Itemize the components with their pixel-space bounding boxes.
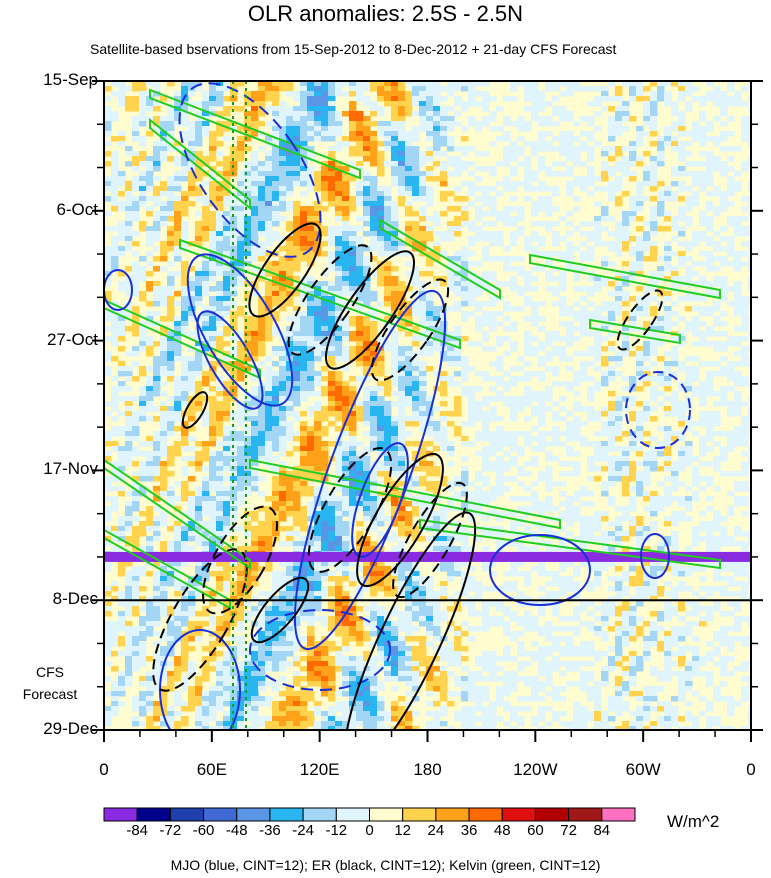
colorbar-swatch [236,807,271,822]
mjo-contour [178,82,322,258]
colorbar-swatch [435,807,470,822]
x-tick-label: 180 [413,760,442,779]
mjo-contour [489,534,591,606]
er-contour [287,244,373,356]
colorbar-swatch [534,807,570,822]
y-tick-label: 27-Oct [46,329,98,349]
kelvin-contour [589,318,681,345]
mjo-contour [249,609,391,691]
colorbar-label: 48 [493,822,511,839]
x-tick-label: 60E [196,760,227,779]
mjo-contour [640,533,670,579]
x-tick-label: 120E [299,760,340,779]
colorbar-label: -60 [192,822,215,839]
er-contour [181,391,209,429]
chart-subtitle: Satellite-based bservations from 15-Sep-… [90,41,617,57]
kelvin-contour [249,458,561,530]
kelvin-contour [149,117,251,211]
er-contour [356,452,444,588]
chart-title: OLR anomalies: 2.5S - 2.5N [247,1,524,26]
colorbar-swatch [269,807,304,822]
kelvin-contour [104,458,251,570]
kelvin-contour [179,238,461,350]
x-tick-label: 0 [99,760,109,779]
x-tick-label: 0 [746,760,756,779]
y-tick-label: 29-Dec [43,719,98,738]
colorbar-label: 84 [593,822,611,839]
er-contour [324,250,416,370]
colorbar-label: 12 [394,822,412,839]
kelvin-contour [529,253,721,300]
x-tick-label: 60W [625,760,661,779]
kelvin-contour [419,518,721,570]
er-contour [202,505,278,615]
olr-anomaly-field [104,81,751,730]
mjo-contour [625,371,691,449]
er-contour [343,511,477,730]
colorbar-label: 72 [560,822,577,839]
colorbar-label: 36 [460,822,478,839]
colorbar-label: 60 [527,822,544,839]
er-contour [248,222,322,318]
colorbar-swatch [302,807,337,822]
colorbar-label: -48 [225,822,248,839]
y-tick-label: 6-Oct [56,199,98,219]
colorbar-swatch [568,807,603,822]
mjo-contour [196,310,264,410]
colorbar-label: 24 [427,822,445,839]
forecast-label-line1: CFS [36,664,64,680]
colorbar-swatch [136,807,171,822]
colorbar-swatch [601,807,636,822]
colorbar-swatch [335,807,370,822]
colorbar-swatch [369,807,404,822]
kelvin-contour [104,528,231,610]
er-contour [152,548,248,692]
er-contour [370,278,450,382]
kelvin-contour [149,88,361,180]
colorbar-swatch [103,807,138,822]
colorbar [103,807,636,822]
colorbar-swatch [468,807,503,822]
mjo-contour [104,269,133,311]
y-tick-label: 8-Dec [52,589,98,609]
marker-band [104,551,751,562]
colorbar-units: W/m^2 [667,812,720,831]
x-tick-label: 120W [513,760,558,779]
colorbar-label: -72 [159,822,182,839]
colorbar-swatch [501,807,536,822]
y-tick-label: 15-Sep [43,70,98,89]
kelvin-contour [379,218,501,300]
forecast-label-line2: Forecast [22,686,78,702]
colorbar-label: 0 [365,822,374,839]
y-tick-label: 17-Nov [43,459,98,479]
colorbar-label: -36 [259,822,281,839]
mjo-contour [293,289,447,651]
axes [92,80,763,742]
colorbar-label: -12 [325,822,348,839]
wave-contours [104,81,721,730]
colorbar-label: -84 [126,822,149,839]
colorbar-swatch [169,807,205,822]
colorbar-swatch [203,807,238,822]
footnote: MJO (blue, CINT=12); ER (black, CINT=12)… [170,857,601,873]
colorbar-label: -24 [292,822,314,839]
colorbar-swatch [402,807,437,822]
